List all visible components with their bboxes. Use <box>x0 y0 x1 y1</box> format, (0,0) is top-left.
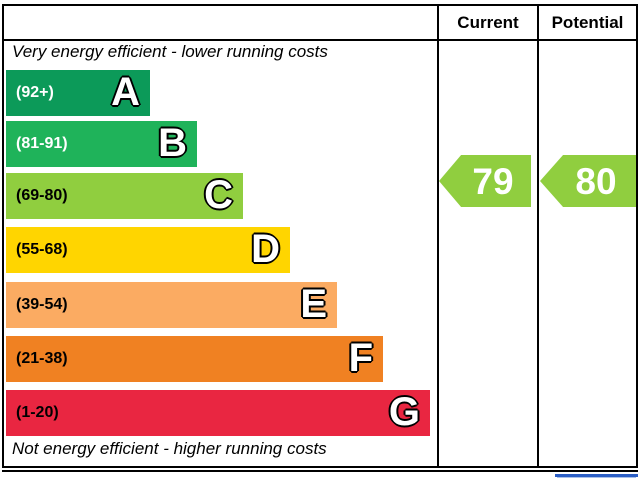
band-d-letter: D <box>251 227 280 272</box>
band-f-range-label: (21-38) <box>16 350 68 367</box>
band-b: (81-91) B <box>6 121 197 167</box>
band-a: (92+) A <box>6 70 150 116</box>
bottom-note: Not energy efficient - higher running co… <box>12 439 327 458</box>
band-a-letter: A <box>111 70 140 115</box>
band-e: (39-54) E <box>6 282 337 328</box>
band-g-range-label: (1-20) <box>16 404 59 421</box>
band-g-letter: G <box>388 390 420 435</box>
potential-rating-arrow: 80 <box>540 155 636 207</box>
band-d: (55-68) D <box>6 227 290 273</box>
column-divider-current <box>437 6 439 466</box>
band-e-range-label: (39-54) <box>16 296 68 313</box>
band-d-range-label: (55-68) <box>16 241 68 258</box>
current-rating-arrow: 79 <box>439 155 531 207</box>
band-f-letter: F <box>348 336 373 381</box>
current-column-header: Current <box>457 13 519 32</box>
band-g: (1-20) G <box>6 390 430 436</box>
band-c-range-label: (69-80) <box>16 187 68 204</box>
column-divider-potential <box>537 6 539 466</box>
band-b-range-label: (81-91) <box>16 135 68 152</box>
potential-column-header: Potential <box>551 13 624 32</box>
top-note: Very energy efficient - lower running co… <box>12 42 328 61</box>
band-b-letter: B <box>158 121 187 166</box>
header-divider <box>4 39 636 41</box>
potential-rating-value: 80 <box>575 160 617 202</box>
band-e-letter: E <box>300 282 327 327</box>
band-c-letter: C <box>204 173 233 218</box>
next-section-top-border <box>2 470 638 472</box>
band-a-range-label: (92+) <box>16 84 54 101</box>
current-rating-value: 79 <box>472 160 514 202</box>
eu-flag-top-edge-highlight <box>557 477 636 478</box>
band-c: (69-80) C <box>6 173 243 219</box>
eu-flag-top-edge <box>555 474 638 477</box>
band-f: (21-38) F <box>6 336 383 382</box>
rating-table: Current Potential Very energy efficient … <box>2 4 638 468</box>
